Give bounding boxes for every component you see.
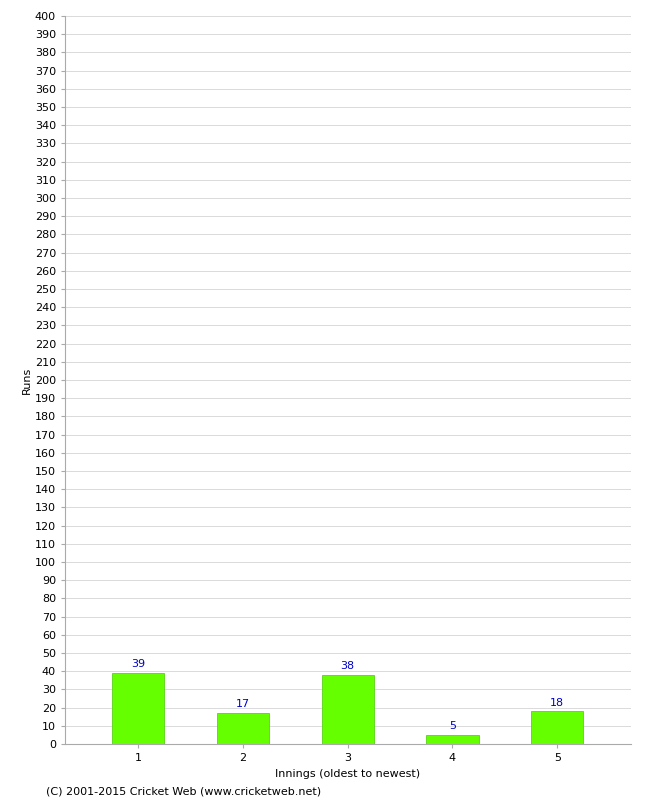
- Text: 18: 18: [550, 698, 564, 707]
- Bar: [531, 711, 584, 744]
- Text: 5: 5: [449, 722, 456, 731]
- Bar: [217, 713, 269, 744]
- Text: (C) 2001-2015 Cricket Web (www.cricketweb.net): (C) 2001-2015 Cricket Web (www.cricketwe…: [46, 786, 320, 796]
- Bar: [322, 675, 374, 744]
- Text: 39: 39: [131, 659, 146, 670]
- Text: 17: 17: [236, 699, 250, 710]
- Y-axis label: Runs: Runs: [22, 366, 32, 394]
- X-axis label: Innings (oldest to newest): Innings (oldest to newest): [275, 769, 421, 778]
- Text: 38: 38: [341, 661, 355, 671]
- Bar: [112, 673, 164, 744]
- Bar: [426, 735, 478, 744]
